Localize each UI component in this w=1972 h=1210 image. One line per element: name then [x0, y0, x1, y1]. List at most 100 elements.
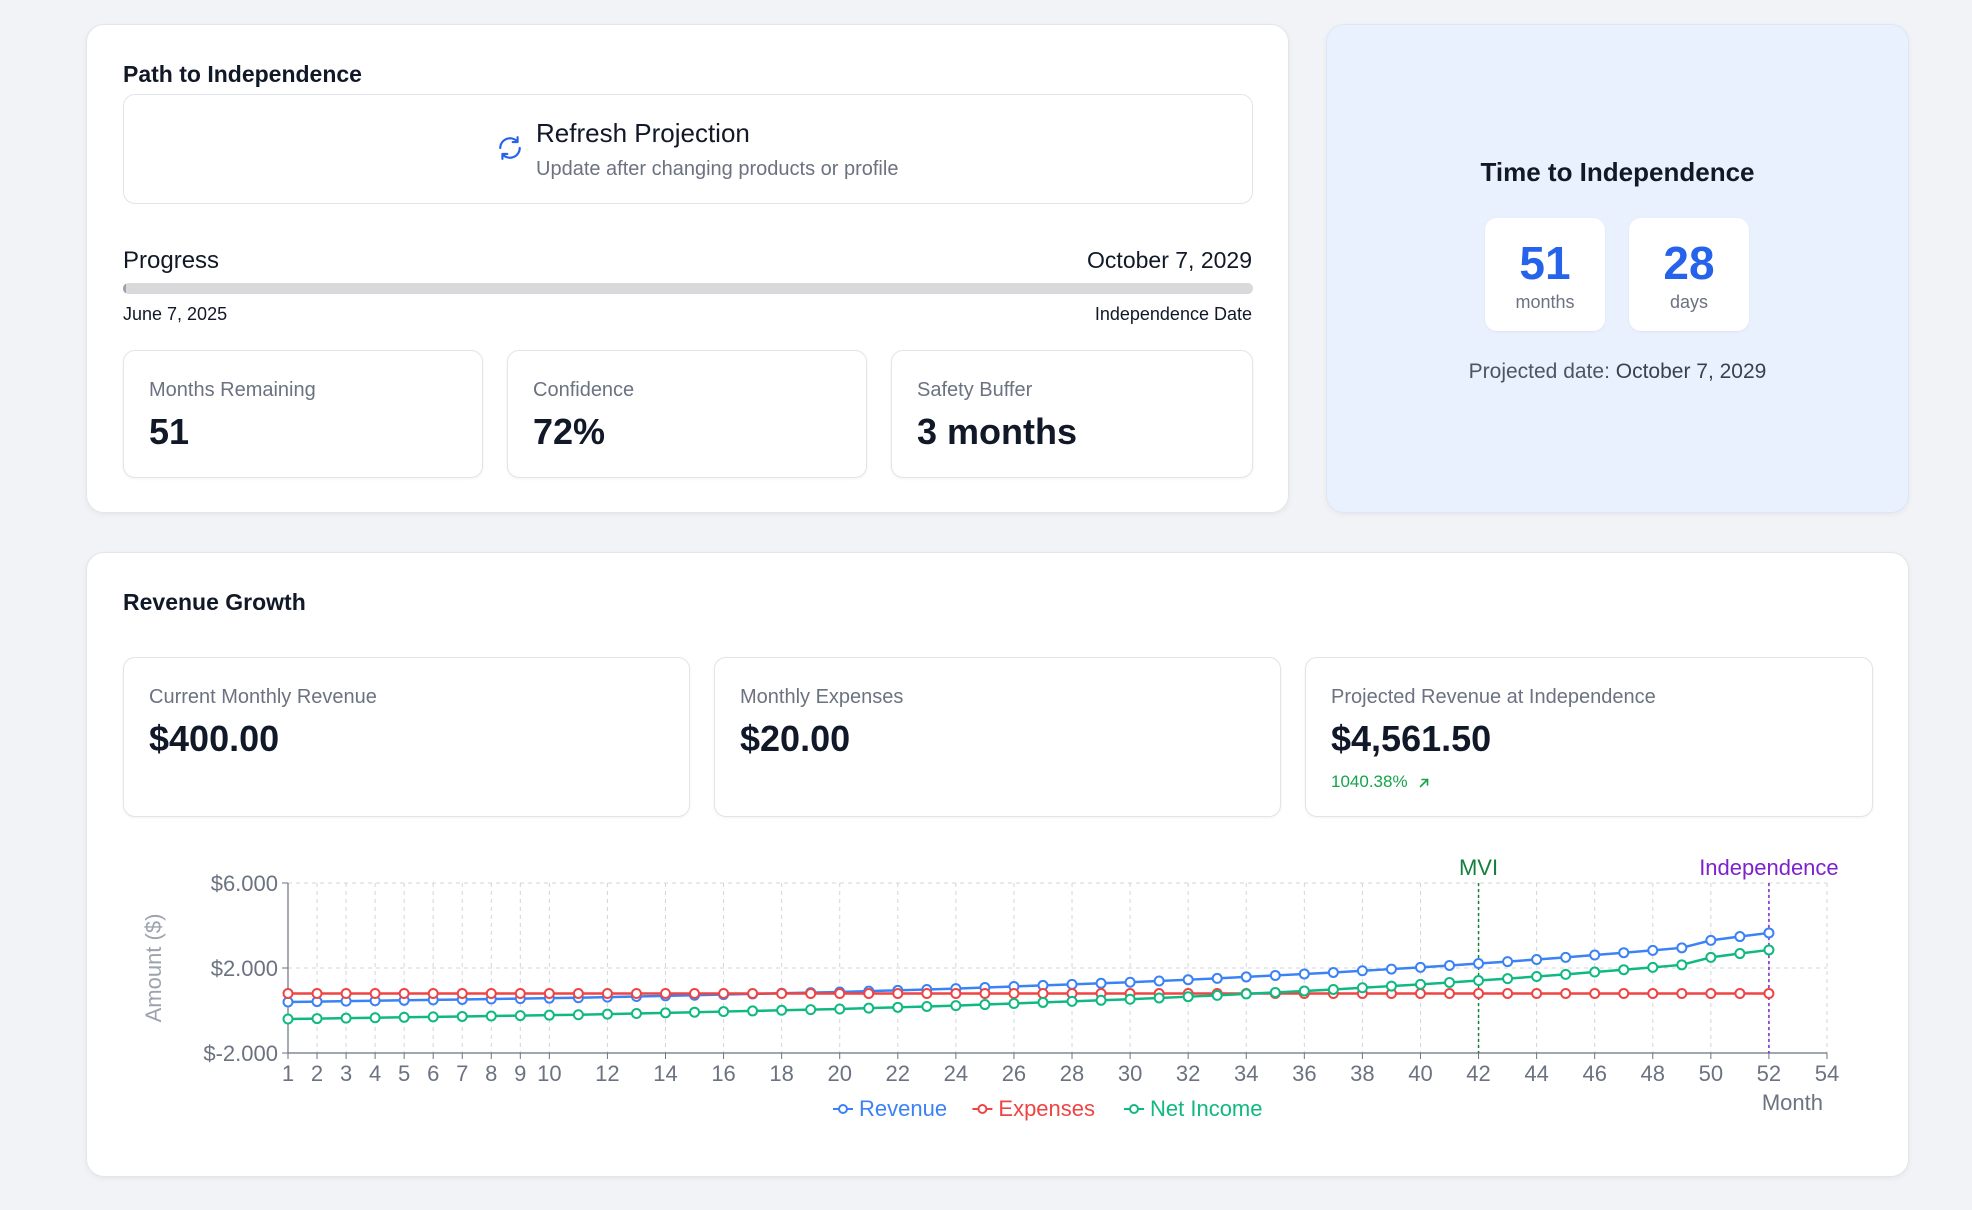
- data-point: [601, 988, 613, 999]
- data-point: [1531, 954, 1543, 965]
- data-point: [689, 988, 701, 999]
- data-point: [1008, 988, 1020, 999]
- data-point: [311, 988, 323, 999]
- data-point: [1705, 988, 1717, 999]
- independence-date-caption: Independence Date: [1094, 304, 1252, 324]
- data-point: [950, 988, 962, 999]
- x-tick-label: 20: [827, 1061, 851, 1086]
- y-tick-label: $6.000: [211, 871, 278, 896]
- x-tick-label: 50: [1699, 1061, 1723, 1086]
- data-point: [863, 988, 875, 999]
- stat-value: $20.00: [740, 718, 851, 759]
- y-tick-label: $-2.000: [203, 1041, 278, 1066]
- x-tick-label: 38: [1350, 1061, 1374, 1086]
- progress-bar-fill: [123, 283, 127, 294]
- data-point: [1269, 969, 1281, 981]
- series-net-income: [282, 944, 1775, 1025]
- data-point: [427, 1011, 439, 1023]
- x-tick-label: 26: [1002, 1061, 1026, 1086]
- revenue-change-percent: 1040.38%: [1331, 772, 1430, 792]
- stat-value: 3 months: [917, 411, 1078, 452]
- data-point: [282, 1013, 294, 1025]
- data-point: [1385, 980, 1397, 992]
- data-point: [747, 988, 759, 999]
- data-point: [514, 988, 526, 999]
- data-point: [311, 1013, 323, 1025]
- data-point: [776, 988, 788, 999]
- data-point: [1560, 968, 1572, 980]
- data-point: [456, 988, 468, 999]
- x-tick-label: 16: [711, 1061, 735, 1086]
- legend-swatch-marker: [1129, 1104, 1139, 1114]
- refresh-projection-button[interactable]: Refresh Projection Update after changing…: [123, 94, 1253, 204]
- series-expenses: [282, 988, 1775, 999]
- data-point: [543, 1009, 555, 1021]
- time-card-title: Time to Independence: [1480, 157, 1755, 187]
- data-point: [1763, 988, 1775, 999]
- refresh-icon: [499, 136, 521, 160]
- data-point: [1502, 973, 1514, 985]
- data-point: [572, 1009, 584, 1021]
- data-point: [1066, 978, 1078, 990]
- legend-item-expenses[interactable]: Expenses: [972, 1096, 1095, 1121]
- safety-buffer-stat: Safety Buffer 3 months: [891, 350, 1253, 478]
- series-line: [287, 931, 1770, 1004]
- data-point: [1473, 988, 1485, 999]
- data-point: [689, 1006, 701, 1018]
- x-tick-label: 6: [427, 1061, 439, 1086]
- data-point: [950, 1000, 962, 1012]
- data-point: [282, 988, 294, 999]
- data-point: [1095, 994, 1107, 1006]
- change-percent-text: 1040.38%: [1331, 772, 1408, 791]
- months-remaining-stat: Months Remaining 51: [123, 350, 483, 478]
- data-point: [1734, 988, 1746, 999]
- x-tick-label: 5: [398, 1061, 410, 1086]
- data-point: [1444, 959, 1456, 971]
- data-point: [1211, 972, 1223, 984]
- y-axis-label: Amount ($): [141, 914, 166, 1023]
- data-point: [1414, 988, 1426, 999]
- data-point: [369, 988, 381, 999]
- data-point: [1647, 988, 1659, 999]
- x-tick-label: 36: [1292, 1061, 1316, 1086]
- refresh-projection-subtitle: Update after changing products or profil…: [536, 158, 899, 180]
- data-point: [1211, 989, 1223, 1001]
- data-point: [1647, 961, 1659, 973]
- x-tick-label: 9: [514, 1061, 526, 1086]
- data-point: [1705, 934, 1717, 946]
- data-point: [1327, 983, 1339, 995]
- legend-item-revenue[interactable]: Revenue: [833, 1096, 947, 1121]
- data-point: [747, 1005, 759, 1017]
- stat-value: 72%: [533, 411, 606, 452]
- projected-date-line: Projected date: October 7, 2029: [1327, 360, 1908, 384]
- data-point: [1589, 988, 1601, 999]
- data-point: [1327, 966, 1339, 978]
- stat-label: Confidence: [533, 379, 635, 401]
- data-point: [1531, 971, 1543, 982]
- x-tick-label: 54: [1815, 1061, 1839, 1086]
- refresh-projection-title: Refresh Projection: [536, 118, 750, 148]
- x-tick-label: 14: [653, 1061, 677, 1086]
- x-tick-label: 12: [595, 1061, 619, 1086]
- stat-label: Current Monthly Revenue: [149, 686, 377, 708]
- data-point: [1414, 961, 1426, 973]
- progress-label: Progress: [123, 247, 220, 274]
- data-point: [979, 999, 991, 1011]
- data-point: [1705, 951, 1717, 963]
- data-point: [1240, 971, 1252, 983]
- data-point: [456, 1010, 468, 1022]
- stat-label: Safety Buffer: [917, 379, 1033, 401]
- data-point: [514, 1010, 526, 1022]
- data-point: [1734, 931, 1746, 943]
- data-point: [1473, 975, 1485, 987]
- legend-swatch-marker: [977, 1104, 988, 1114]
- x-tick-label: 2: [311, 1061, 323, 1086]
- data-point: [1763, 944, 1775, 956]
- data-point: [1647, 944, 1659, 956]
- legend-label: Revenue: [859, 1096, 947, 1121]
- progress-bar: [123, 283, 1253, 294]
- legend-item-net-income[interactable]: Net Income: [1124, 1096, 1263, 1121]
- data-point: [863, 1002, 875, 1014]
- data-point: [834, 988, 846, 999]
- data-point: [340, 1012, 352, 1024]
